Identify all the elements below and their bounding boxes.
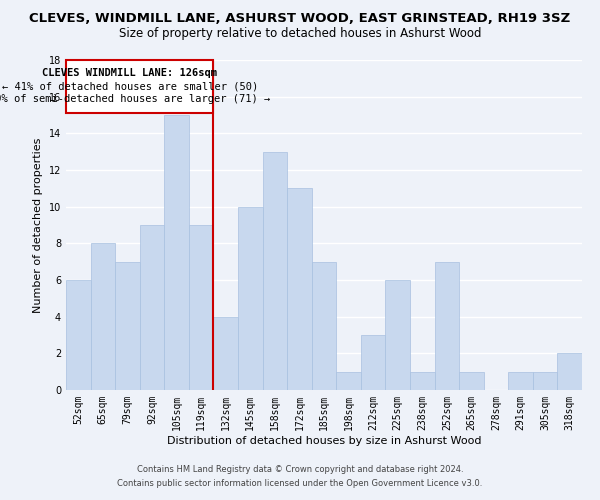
Bar bbox=[508, 372, 533, 390]
Text: ← 41% of detached houses are smaller (50): ← 41% of detached houses are smaller (50… bbox=[2, 81, 258, 91]
Text: 59% of semi-detached houses are larger (71) →: 59% of semi-detached houses are larger (… bbox=[0, 94, 271, 104]
Bar bbox=[410, 372, 434, 390]
Text: Contains HM Land Registry data © Crown copyright and database right 2024.
Contai: Contains HM Land Registry data © Crown c… bbox=[118, 466, 482, 487]
Bar bbox=[214, 316, 238, 390]
Bar bbox=[312, 262, 336, 390]
Y-axis label: Number of detached properties: Number of detached properties bbox=[33, 138, 43, 312]
Bar bbox=[557, 354, 582, 390]
Bar bbox=[115, 262, 140, 390]
Bar bbox=[238, 206, 263, 390]
Bar bbox=[66, 280, 91, 390]
X-axis label: Distribution of detached houses by size in Ashurst Wood: Distribution of detached houses by size … bbox=[167, 436, 481, 446]
Bar bbox=[385, 280, 410, 390]
Bar bbox=[91, 244, 115, 390]
Bar bbox=[361, 335, 385, 390]
Bar bbox=[336, 372, 361, 390]
Bar bbox=[164, 115, 189, 390]
Bar bbox=[533, 372, 557, 390]
Text: Size of property relative to detached houses in Ashurst Wood: Size of property relative to detached ho… bbox=[119, 28, 481, 40]
Bar bbox=[263, 152, 287, 390]
Bar bbox=[459, 372, 484, 390]
Bar bbox=[189, 225, 214, 390]
Bar bbox=[434, 262, 459, 390]
Bar bbox=[66, 60, 213, 113]
Bar bbox=[287, 188, 312, 390]
Bar bbox=[140, 225, 164, 390]
Text: CLEVES, WINDMILL LANE, ASHURST WOOD, EAST GRINSTEAD, RH19 3SZ: CLEVES, WINDMILL LANE, ASHURST WOOD, EAS… bbox=[29, 12, 571, 26]
Text: CLEVES WINDMILL LANE: 126sqm: CLEVES WINDMILL LANE: 126sqm bbox=[43, 68, 217, 78]
